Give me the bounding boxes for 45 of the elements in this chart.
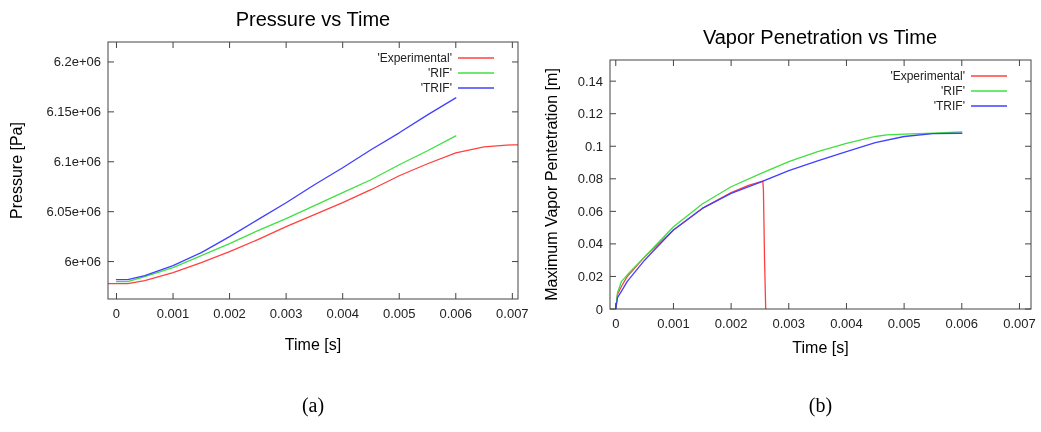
line-series — [115, 97, 457, 281]
x-axis-title: Time [s] — [792, 339, 849, 356]
x-tick-label: 0.005 — [887, 316, 921, 331]
y-tick-label: 0.1 — [584, 138, 603, 154]
y-tick-label: 6e+06 — [64, 254, 101, 270]
x-tick-label: 0.002 — [213, 306, 246, 321]
y-axis-title: Maximum Vapor Pentetration [m] — [543, 68, 560, 301]
legend-label: 'RIF' — [428, 66, 452, 80]
chart-title: Pressure vs Time — [235, 8, 391, 30]
x-tick-label: 0.002 — [714, 316, 748, 331]
y-tick-label: 0.08 — [577, 171, 603, 187]
text: (a) — [301, 394, 325, 417]
chart-title: Vapor Penetration vs Time — [702, 26, 938, 48]
x-axis-title: Time [s] — [284, 336, 342, 353]
y-tick-label: 6.1e+06 — [53, 154, 101, 170]
y-tick-label: 0.12 — [577, 106, 603, 122]
x-tick-label: 0.004 — [326, 306, 359, 321]
x-tick-label: 0 — [612, 316, 620, 331]
x-tick-label: 0.007 — [1003, 316, 1036, 331]
legend-label: 'Experimental' — [377, 51, 452, 65]
legend-label: 'TRIF' — [420, 81, 452, 95]
line-series — [108, 144, 518, 285]
legend-label: 'Experimental' — [890, 69, 965, 83]
x-tick-label: 0 — [112, 306, 121, 321]
text: (b) — [808, 394, 833, 417]
legend-label: 'TRIF' — [933, 99, 965, 113]
x-tick-label: 0.005 — [382, 306, 416, 321]
y-axis-title: Pressure [Pa] — [8, 122, 25, 219]
legend-label: 'RIF' — [941, 84, 965, 98]
y-tick-label: 0.04 — [577, 236, 603, 252]
x-tick-label: 0.006 — [439, 306, 473, 321]
x-tick-label: 0.004 — [830, 316, 863, 331]
x-tick-label: 0.001 — [657, 316, 690, 331]
y-tick-label: 6.15e+06 — [46, 104, 101, 120]
y-tick-label: 0.06 — [577, 203, 603, 219]
y-tick-label: 0.02 — [577, 268, 603, 284]
x-tick-label: 0.007 — [496, 306, 529, 321]
x-tick-label: 0.006 — [945, 316, 979, 331]
line-series — [115, 135, 457, 283]
y-tick-label: 6.05e+06 — [46, 204, 101, 220]
x-tick-label: 0.003 — [772, 316, 806, 331]
y-tick-label: 0.14 — [577, 73, 603, 89]
x-tick-label: 0.001 — [156, 306, 190, 321]
x-tick-label: 0.003 — [269, 306, 303, 321]
y-tick-label: 6.2e+06 — [53, 54, 101, 70]
